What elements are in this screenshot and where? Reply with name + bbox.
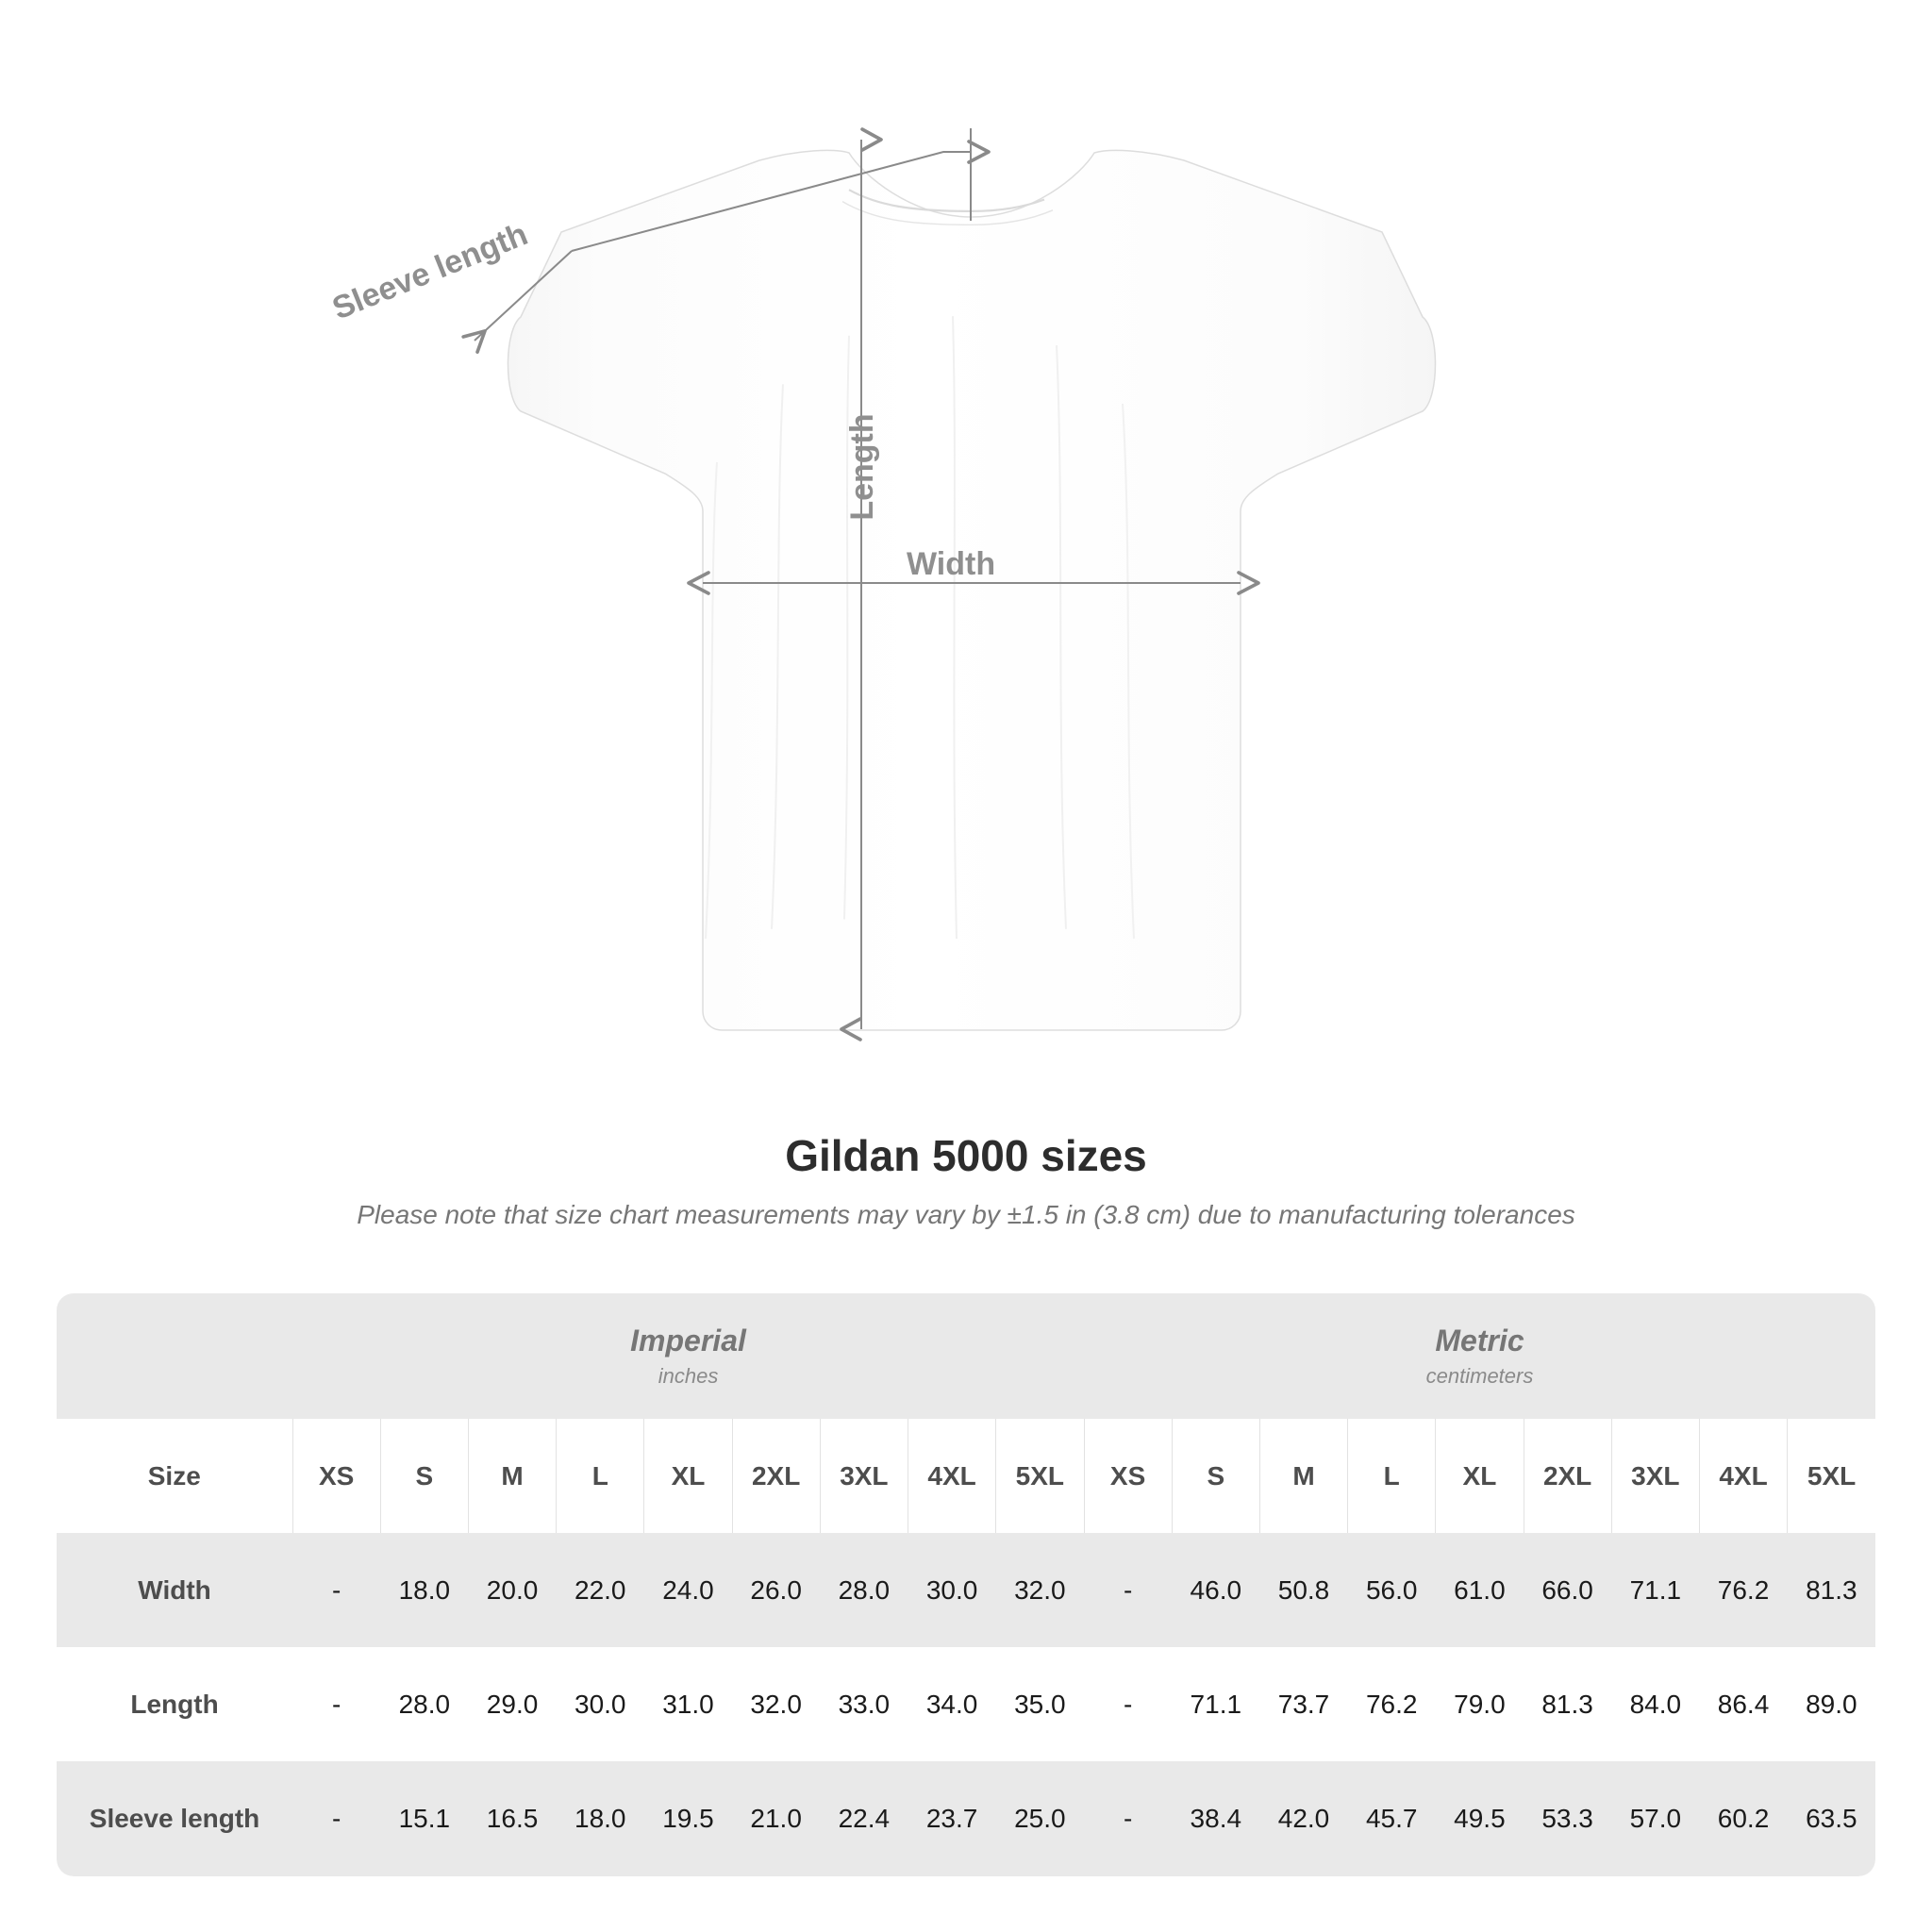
svg-text:Length: Length <box>844 413 880 520</box>
svg-text:Width: Width <box>907 546 995 582</box>
svg-text:Sleeve length: Sleeve length <box>327 216 532 326</box>
